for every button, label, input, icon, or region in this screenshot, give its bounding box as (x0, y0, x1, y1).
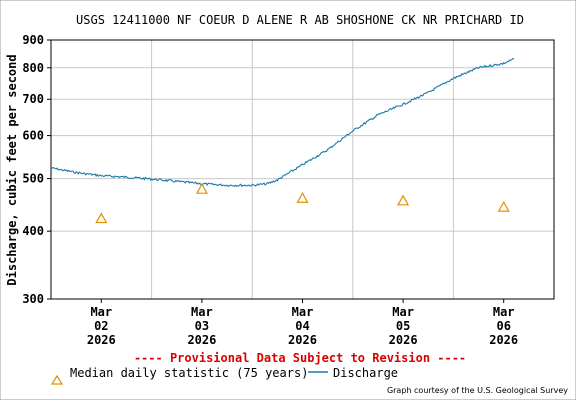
y-tick-label: 500 (22, 172, 44, 186)
median-triangle-point (195, 182, 208, 194)
x-tick-label: 04 (295, 319, 309, 333)
x-tick-label: 02 (94, 319, 108, 333)
x-tick-label: 2026 (288, 333, 317, 347)
y-axis-ticks: 300 400 500 600 700 800 900 (22, 33, 51, 306)
x-tick-label: Mar (191, 305, 213, 319)
discharge-series-line (50, 57, 515, 188)
legend: Median daily statistic (75 years) Discha… (50, 366, 398, 385)
chart-title: USGS 12411000 NF COEUR D ALENE R AB SHOS… (76, 13, 524, 27)
y-tick-label: 900 (22, 33, 44, 47)
y-tick-label: 400 (22, 224, 44, 238)
x-tick-label: Mar (392, 305, 414, 319)
x-tick-label: 2026 (389, 333, 418, 347)
y-tick-label: 800 (22, 61, 44, 75)
legend-median-label: Median daily statistic (75 years) (70, 366, 308, 380)
x-tick-label: Mar (90, 305, 112, 319)
x-axis-ticks: Mar022026Mar032026Mar042026Mar052026Mar0… (87, 299, 518, 347)
y-tick-label: 600 (22, 129, 44, 143)
x-tick-label: Mar (292, 305, 314, 319)
legend-discharge-label: Discharge (333, 366, 398, 380)
credit-text: Graph courtesy of the U.S. Geological Su… (387, 386, 568, 395)
grid-lines (51, 39, 554, 300)
median-triangle-point (296, 191, 309, 203)
x-tick-label: 05 (396, 319, 410, 333)
x-tick-label: 2026 (489, 333, 518, 347)
median-triangle-point (397, 194, 410, 206)
median-triangle-point (95, 212, 108, 224)
legend-triangle-marker (50, 374, 64, 385)
y-tick-label: 700 (22, 92, 44, 106)
x-tick-label: 03 (195, 319, 209, 333)
y-axis-label: Discharge, cubic feet per second (5, 54, 19, 285)
y-tick-label: 300 (22, 292, 44, 306)
median-triangle-point (497, 200, 510, 212)
x-tick-label: 2026 (87, 333, 116, 347)
x-tick-label: 2026 (187, 333, 216, 347)
provisional-note: ---- Provisional Data Subject to Revisio… (134, 351, 466, 365)
x-tick-label: Mar (493, 305, 515, 319)
x-tick-label: 06 (496, 319, 510, 333)
median-markers (95, 182, 510, 224)
